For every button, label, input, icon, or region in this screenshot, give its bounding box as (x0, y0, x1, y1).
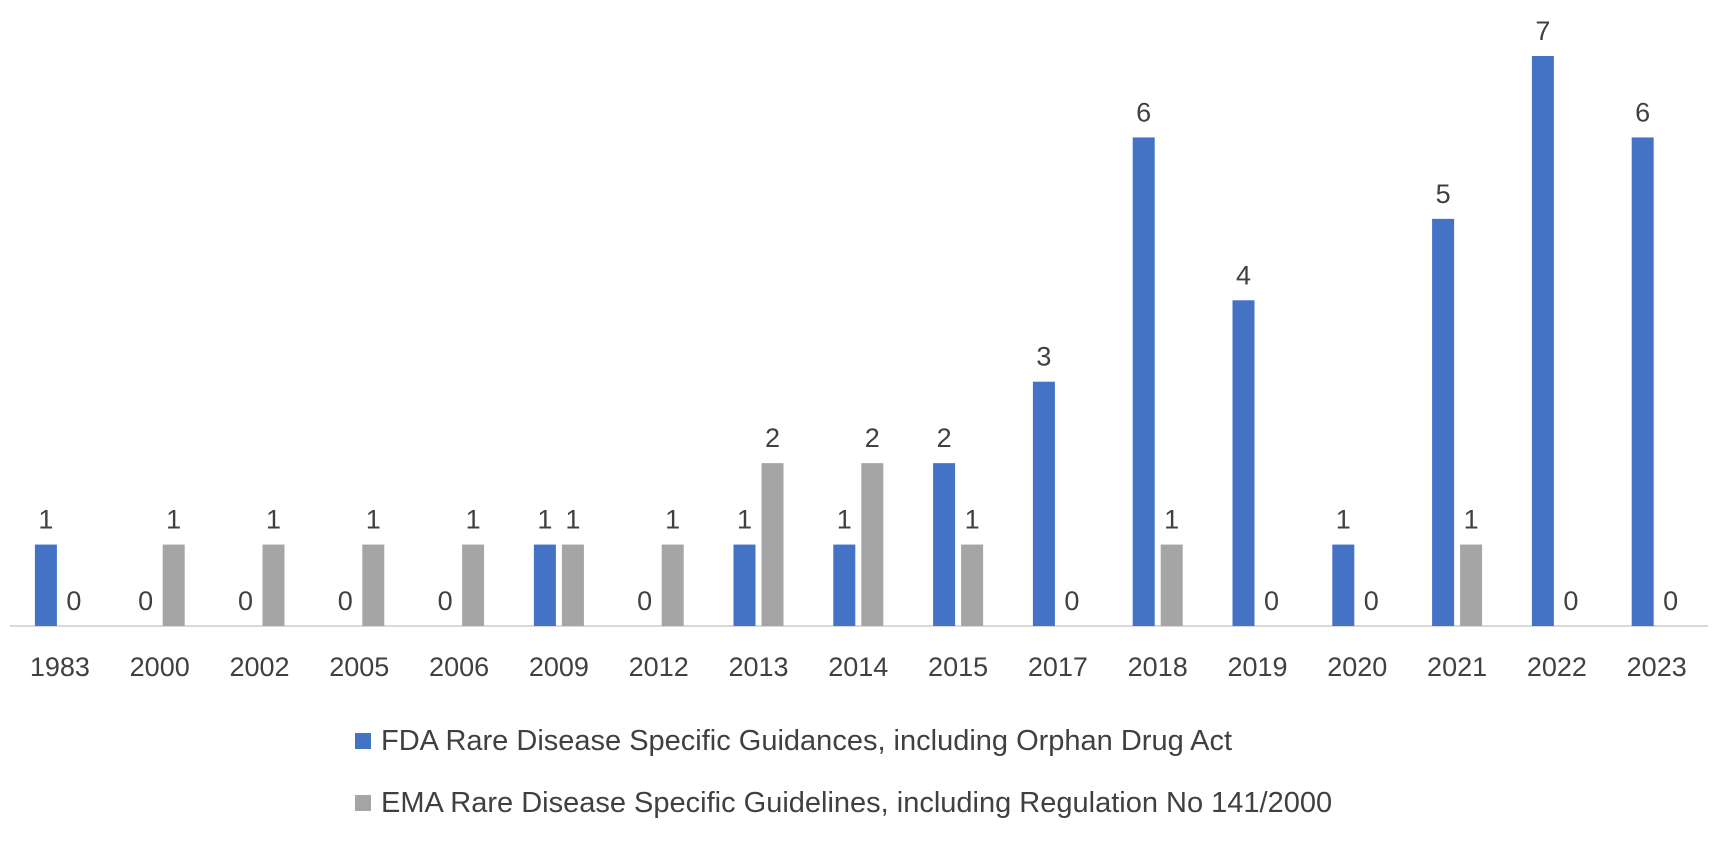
bar-fda-2009 (533, 544, 556, 626)
data-label-fda-2014: 1 (837, 505, 852, 535)
data-label-fda-2019: 4 (1236, 260, 1251, 290)
legend-item-ema: EMA Rare Disease Specific Guidelines, in… (355, 782, 1332, 824)
legend-item-fda: FDA Rare Disease Specific Guidances, inc… (355, 720, 1332, 762)
data-label-fda-2022: 7 (1535, 16, 1550, 46)
bar-ema-2012 (661, 544, 684, 626)
bar-ema-2018 (1160, 544, 1183, 626)
data-label-fda-2018: 6 (1136, 97, 1151, 127)
data-label-ema-2015: 1 (965, 505, 980, 535)
data-label-fda-2013: 1 (737, 505, 752, 535)
x-tick-label-2014: 2014 (828, 652, 888, 682)
data-label-ema-2009: 1 (565, 505, 580, 535)
data-label-ema-2002: 1 (266, 505, 281, 535)
bar-fda-2019 (1232, 300, 1255, 626)
legend: FDA Rare Disease Specific Guidances, inc… (355, 720, 1332, 844)
bar-fda-1983 (34, 544, 57, 626)
data-label-fda-2015: 2 (937, 423, 952, 453)
data-label-ema-2023: 0 (1663, 586, 1678, 616)
data-label-fda-2012: 0 (637, 586, 652, 616)
legend-swatch-ema (355, 795, 371, 811)
data-label-ema-2012: 1 (665, 505, 680, 535)
x-tick-label-2005: 2005 (329, 652, 389, 682)
bar-fda-2014 (833, 544, 856, 626)
data-label-ema-2013: 2 (765, 423, 780, 453)
data-label-ema-2022: 0 (1563, 586, 1578, 616)
bar-fda-2013 (733, 544, 756, 626)
data-label-ema-2000: 1 (166, 505, 181, 535)
legend-label-fda: FDA Rare Disease Specific Guidances, inc… (381, 724, 1233, 757)
data-label-fda-2002: 0 (238, 586, 253, 616)
data-label-fda-1983: 1 (38, 505, 53, 535)
data-label-ema-2014: 2 (865, 423, 880, 453)
data-label-ema-2017: 0 (1064, 586, 1079, 616)
bar-ema-2005 (362, 544, 385, 626)
bar-fda-2022 (1531, 56, 1554, 626)
x-tick-label-2023: 2023 (1627, 652, 1687, 682)
legend-label-ema: EMA Rare Disease Specific Guidelines, in… (381, 786, 1333, 819)
x-tick-label-2000: 2000 (130, 652, 190, 682)
x-tick-labels-group: 1983 2000 2002 2005 2006 2009 2012 2013 2014 2015… (30, 652, 1687, 682)
x-tick-label-2009: 2009 (529, 652, 589, 682)
data-label-fda-2023: 6 (1635, 97, 1650, 127)
bar-ema-2000 (162, 544, 185, 626)
data-label-fda-2009: 1 (537, 505, 552, 535)
x-tick-label-2022: 2022 (1527, 652, 1587, 682)
data-label-ema-1983: 0 (66, 586, 81, 616)
bar-fda-2015 (933, 463, 956, 626)
data-label-fda-2006: 0 (438, 586, 453, 616)
x-tick-label-2020: 2020 (1327, 652, 1387, 682)
data-label-ema-2019: 0 (1264, 586, 1279, 616)
x-tick-label-2015: 2015 (928, 652, 988, 682)
x-tick-label-2002: 2002 (229, 652, 289, 682)
bar-fda-2021 (1432, 218, 1455, 626)
x-tick-label-2013: 2013 (728, 652, 788, 682)
x-tick-label-2021: 2021 (1427, 652, 1487, 682)
data-label-ema-2005: 1 (366, 505, 381, 535)
bar-ema-2021 (1460, 544, 1483, 626)
data-label-fda-2020: 1 (1336, 505, 1351, 535)
bar-ema-2002 (262, 544, 285, 626)
bar-fda-2023 (1631, 137, 1654, 626)
data-label-fda-2021: 5 (1436, 179, 1451, 209)
data-label-fda-2000: 0 (138, 586, 153, 616)
legend-swatch-fda (355, 733, 371, 749)
bar-ema-2013 (761, 463, 784, 626)
bar-ema-2014 (861, 463, 884, 626)
x-tick-label-2018: 2018 (1128, 652, 1188, 682)
data-label-fda-2005: 0 (338, 586, 353, 616)
data-label-ema-2020: 0 (1364, 586, 1379, 616)
data-label-ema-2021: 1 (1464, 505, 1479, 535)
x-tick-label-1983: 1983 (30, 652, 90, 682)
x-tick-label-2006: 2006 (429, 652, 489, 682)
data-label-ema-2006: 1 (466, 505, 481, 535)
x-tick-label-2017: 2017 (1028, 652, 1088, 682)
bar-fda-2017 (1032, 381, 1055, 626)
x-tick-label-2012: 2012 (629, 652, 689, 682)
data-label-fda-2017: 3 (1036, 342, 1051, 372)
bar-ema-2015 (961, 544, 984, 626)
x-tick-label-2019: 2019 (1227, 652, 1287, 682)
bar-fda-2020 (1332, 544, 1355, 626)
bars-group (34, 56, 1654, 626)
bar-ema-2009 (561, 544, 584, 626)
bar-fda-2018 (1132, 137, 1155, 626)
data-label-ema-2018: 1 (1164, 505, 1179, 535)
bar-ema-2006 (462, 544, 485, 626)
